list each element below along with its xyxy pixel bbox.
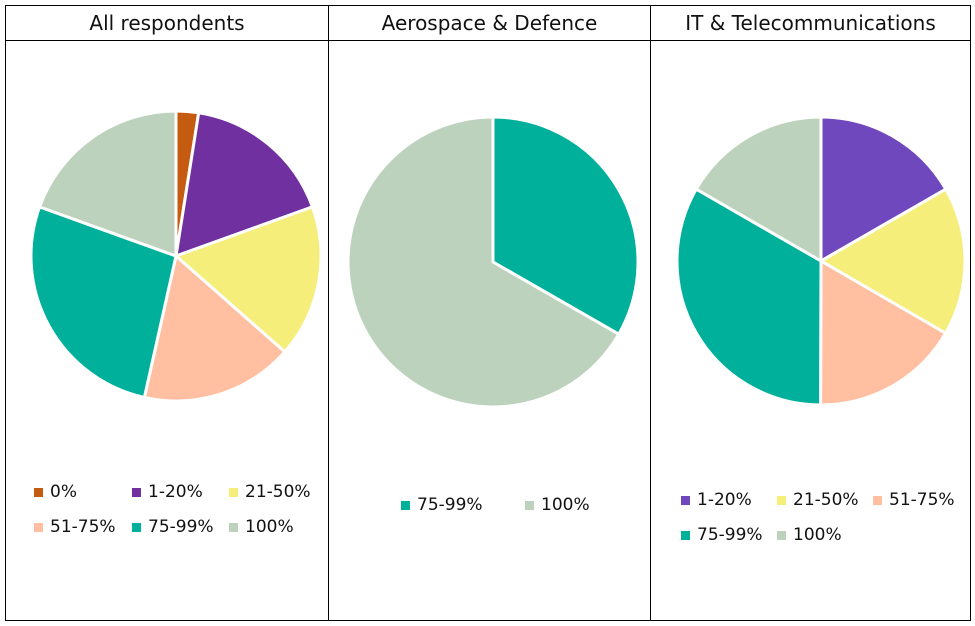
legend-swatch — [132, 487, 141, 497]
pie-slice-51-75pct — [142, 254, 287, 403]
pie-chart-it-telecommunications — [675, 115, 967, 407]
legend-swatch — [681, 495, 690, 505]
panel-aerospace-defence: Aerospace & Defence 75-99% 100% — [328, 6, 650, 620]
pie-slice-100pct — [346, 115, 621, 409]
legend-item-100pct: 100% — [229, 517, 294, 537]
legend-item-51-75pct: 51-75% — [873, 490, 955, 510]
legend-item-75-99pct: 75-99% — [132, 517, 214, 537]
legend-item-100pct: 100% — [525, 495, 590, 515]
legend-swatch — [401, 500, 410, 510]
legend-label: 51-75% — [50, 517, 116, 537]
panel-title: Aerospace & Defence — [329, 6, 650, 41]
legend-label: 75-99% — [148, 517, 214, 537]
legend-item-1-20pct: 1-20% — [132, 482, 203, 502]
chart-frame: All respondents 0% 1-20% 21-50% 51-75% 75-99… — [5, 5, 971, 621]
legend-label: 1-20% — [148, 482, 203, 502]
panel-it-telecommunications: IT & Telecommunications 1-20% 21-50% 51-75… — [650, 6, 970, 620]
panel-all-respondents: All respondents 0% 1-20% 21-50% 51-75% 75-99… — [6, 6, 328, 620]
pie-slice-1-20pct — [174, 111, 314, 258]
legend-swatch — [777, 495, 786, 505]
legend-swatch — [777, 530, 786, 540]
legend-item-100pct: 100% — [777, 525, 842, 545]
legend-item-0pct: 0% — [34, 482, 77, 502]
pie-slice-1-20pct — [819, 115, 948, 263]
legend-item-1-20pct: 1-20% — [681, 490, 752, 510]
legend-swatch — [34, 487, 43, 497]
pie-chart-aerospace-defence — [346, 115, 640, 409]
pie-slice-21-50pct — [174, 205, 323, 354]
legend-item-21-50pct: 21-50% — [777, 490, 859, 510]
pie-slice-75-99pct — [491, 115, 640, 336]
legend-label: 75-99% — [697, 525, 763, 545]
legend-swatch — [681, 530, 690, 540]
legend-label: 100% — [541, 495, 590, 515]
legend-item-21-50pct: 21-50% — [229, 482, 311, 502]
pie-chart-all-respondents — [29, 109, 323, 403]
legend-label: 0% — [50, 482, 77, 502]
legend-swatch — [34, 522, 43, 532]
pie-slice-100pct — [694, 115, 823, 263]
legend-label: 21-50% — [245, 482, 311, 502]
legend-swatch — [132, 522, 141, 532]
panel-title: IT & Telecommunications — [651, 6, 970, 41]
legend-label: 75-99% — [417, 495, 483, 515]
pie-slice-100pct — [38, 109, 178, 258]
pie-slice-21-50pct — [819, 187, 967, 335]
legend-swatch — [229, 522, 238, 532]
legend-item-51-75pct: 51-75% — [34, 517, 116, 537]
pie-slice-75-99pct — [29, 205, 178, 400]
legend-label: 1-20% — [697, 490, 752, 510]
legend-label: 51-75% — [889, 490, 955, 510]
panel-title: All respondents — [6, 6, 328, 41]
legend-swatch — [525, 500, 534, 510]
legend-item-75-99pct: 75-99% — [401, 495, 483, 515]
legend-label: 100% — [245, 517, 294, 537]
legend-label: 100% — [793, 525, 842, 545]
legend-swatch — [873, 495, 882, 505]
pie-slice-51-75pct — [819, 259, 948, 407]
pie-slice-75-99pct — [675, 187, 823, 407]
legend-item-75-99pct: 75-99% — [681, 525, 763, 545]
legend-swatch — [229, 487, 238, 497]
legend-label: 21-50% — [793, 490, 859, 510]
